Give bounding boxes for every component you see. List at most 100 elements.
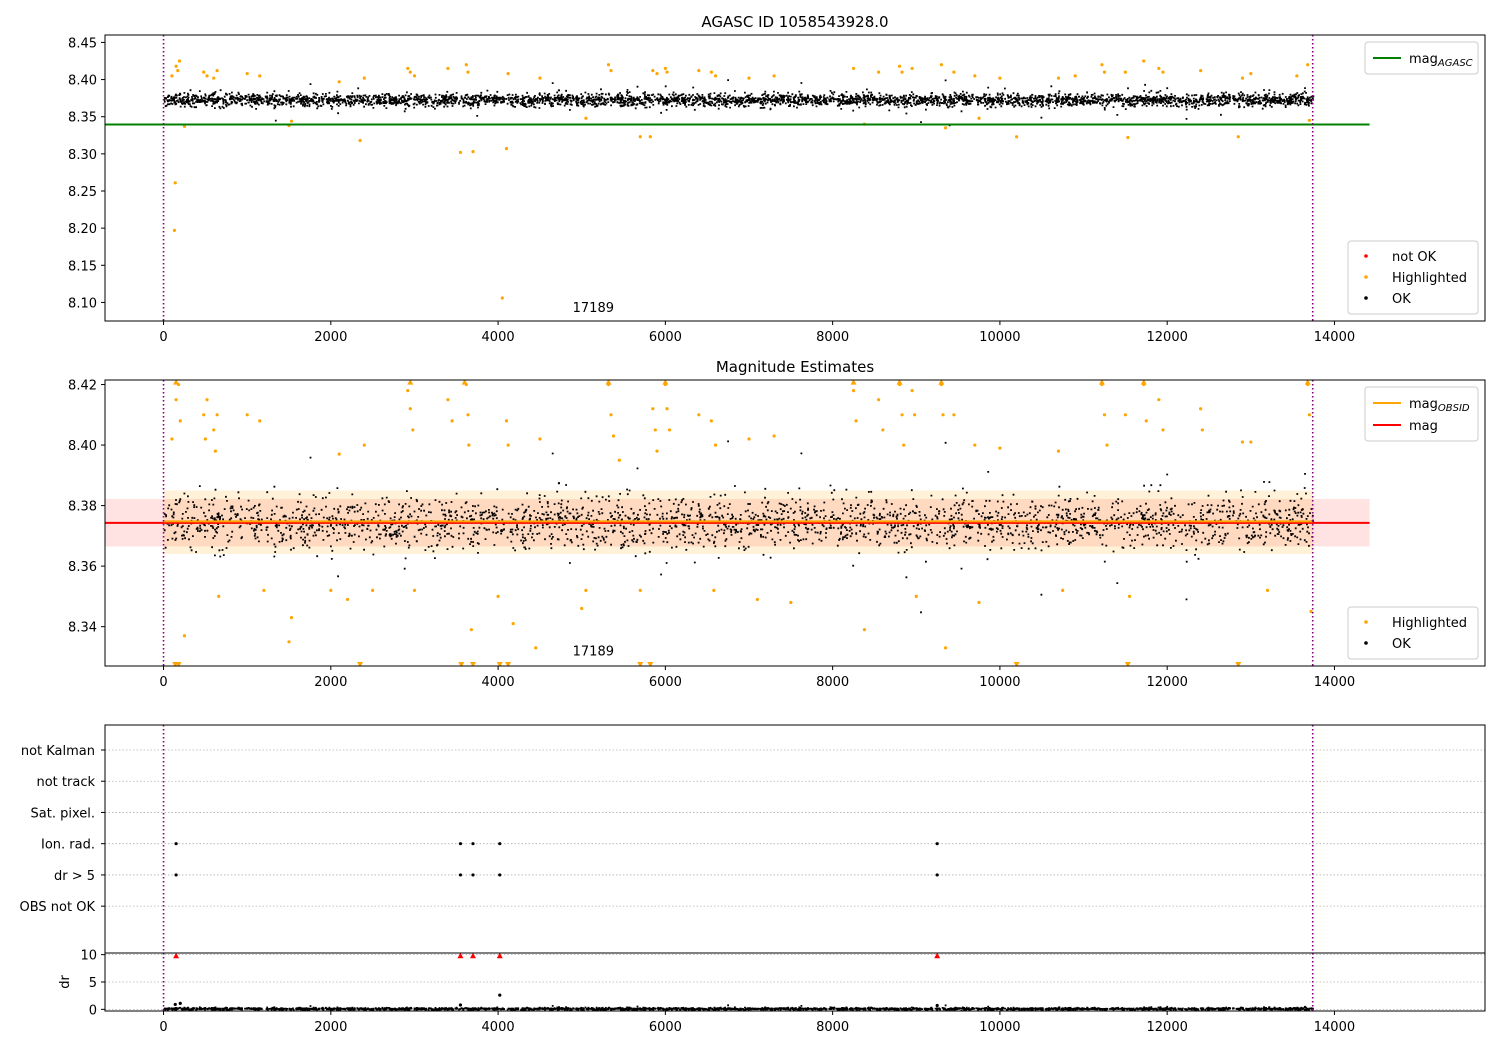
y-tick-label: 8.40 [68, 74, 97, 89]
data-point-up [938, 380, 945, 385]
data-point [258, 74, 262, 78]
data-point [174, 64, 178, 68]
legend-label: not OK [1392, 250, 1437, 265]
data-point [245, 413, 249, 417]
data-point [881, 428, 885, 432]
data-point [665, 70, 669, 74]
data-point [213, 449, 217, 453]
series-highlighted [170, 382, 1313, 650]
data-point-up [1140, 380, 1147, 385]
data-point [358, 138, 362, 143]
data-point [1309, 609, 1313, 614]
data-point [712, 588, 716, 592]
data-point [203, 437, 207, 441]
x-tick-label: 10000 [979, 1020, 1020, 1035]
data-point [998, 76, 1002, 80]
x-tick-label: 0 [159, 330, 167, 345]
x-tick-label: 2000 [314, 675, 347, 690]
data-point [496, 594, 500, 598]
y-tick-label: 8.30 [68, 148, 97, 163]
data-point-up [470, 953, 476, 959]
data-point [500, 296, 504, 300]
data-point [178, 419, 182, 423]
data-point [1161, 70, 1165, 74]
x-tick-label: 0 [159, 675, 167, 690]
data-point [511, 622, 515, 626]
data-point [851, 388, 856, 393]
data-point [665, 407, 669, 411]
data-point [262, 588, 266, 592]
data-point-up [896, 380, 903, 385]
data-point [1127, 594, 1132, 598]
data-point [772, 74, 776, 78]
data-point [609, 69, 613, 73]
data-point [458, 1003, 463, 1007]
legend-subscript: AGASC [1437, 58, 1473, 69]
series-dr-extra- [173, 993, 939, 1008]
data-point [464, 63, 468, 67]
data-point [1102, 413, 1107, 417]
data-point [1240, 76, 1245, 80]
data-point [973, 74, 977, 78]
data-point [1236, 135, 1240, 139]
data-point-up [496, 953, 503, 959]
data-point [498, 993, 502, 997]
figure-title: AGASC ID 1058543928.0 [701, 13, 888, 31]
data-point [469, 628, 473, 632]
data-point [504, 419, 509, 423]
x-tick-label: 4000 [482, 1020, 515, 1035]
data-point [1200, 428, 1204, 432]
data-point [854, 419, 858, 423]
data-point [935, 1003, 939, 1008]
data-point [1306, 63, 1310, 67]
data-point [897, 64, 902, 68]
data-point [337, 80, 341, 84]
data-point [1265, 588, 1270, 592]
data-point [862, 628, 867, 632]
data-point [205, 74, 209, 78]
data-point [289, 119, 294, 123]
data-point-up [605, 380, 612, 385]
x-tick-label: 14000 [1314, 675, 1355, 690]
plot-inner [105, 953, 1485, 1011]
data-point [1240, 440, 1245, 444]
data-point-up [1098, 380, 1105, 385]
data-point [663, 66, 667, 71]
legend-swatch [1364, 641, 1368, 645]
data-point [877, 398, 881, 402]
data-point [202, 413, 206, 417]
data-point [471, 150, 475, 154]
legend-label: OK [1392, 637, 1411, 652]
data-point [202, 70, 206, 74]
y-tick-label: 0 [89, 1003, 97, 1018]
data-point [212, 428, 216, 432]
data-point [406, 66, 410, 71]
data-point [1056, 76, 1061, 80]
plot-inner [105, 35, 1370, 321]
data-point-down [505, 661, 512, 666]
data-point [408, 407, 412, 411]
data-point [1307, 413, 1311, 417]
data-point [471, 873, 475, 877]
series-highlighted [170, 59, 1311, 300]
axes-4: 0 2000 4000 6000 8000 10000 12000 14000 0 5 10 dr [58, 949, 1486, 1035]
data-point [638, 135, 642, 139]
series-dr-10 [173, 953, 941, 959]
series-ok [163, 79, 1315, 127]
data-point-down [1235, 661, 1242, 666]
x-tick-label: 12000 [1147, 1020, 1188, 1035]
legend-swatch [1364, 275, 1368, 279]
data-point [1061, 588, 1065, 592]
data-point [182, 634, 187, 638]
data-point [506, 72, 510, 76]
data-point [939, 63, 943, 67]
x-tick-label: 6000 [649, 330, 682, 345]
data-point-up [662, 380, 669, 385]
data-point [584, 116, 588, 120]
data-point [651, 69, 655, 73]
data-point-cloud [163, 79, 1315, 127]
data-point [446, 66, 450, 71]
data-point [1157, 398, 1161, 402]
legend-subscript: OBSID [1438, 403, 1470, 414]
data-point [713, 443, 718, 447]
